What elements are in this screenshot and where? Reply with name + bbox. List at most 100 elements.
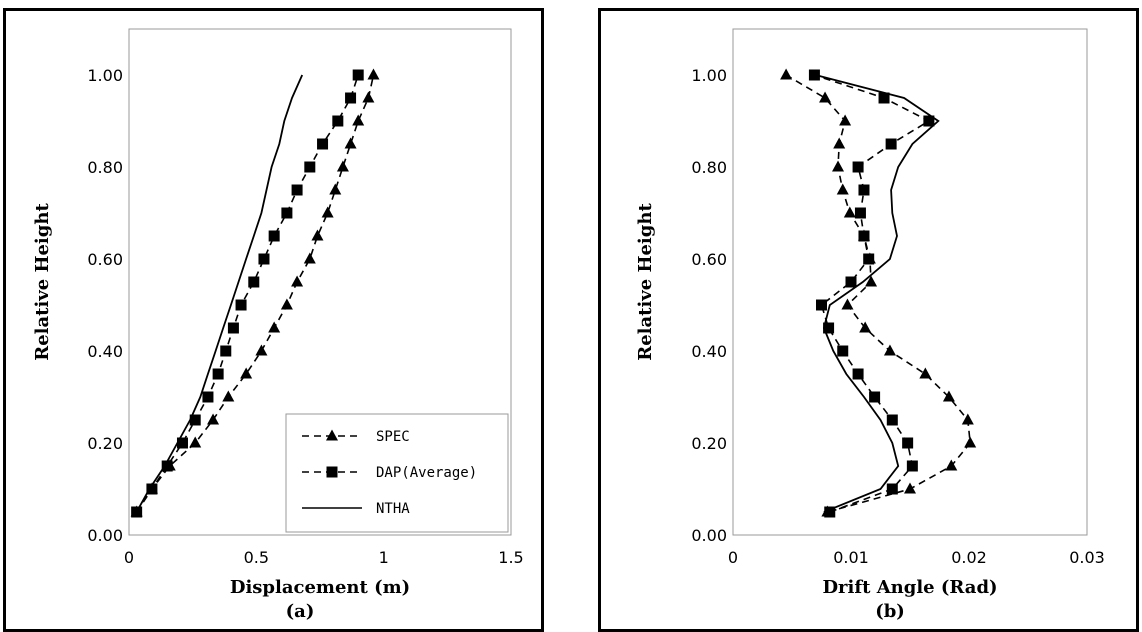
data-point	[303, 252, 316, 264]
legend-label: NTHA	[376, 501, 410, 517]
data-point	[352, 114, 365, 126]
data-point	[869, 391, 881, 403]
data-point	[780, 68, 793, 80]
data-point	[833, 137, 846, 149]
chart-panel-b: 0.00 0.20 0.40 0.60 0.80 1.00 0 0.01 0.02 0.03 Dri…	[598, 8, 1139, 632]
data-point	[858, 230, 870, 242]
series-spec	[780, 68, 977, 517]
data-point	[904, 482, 916, 494]
y-tick-label: 1.00	[87, 66, 123, 85]
y-tick-label: 0.20	[691, 434, 727, 453]
data-point	[255, 344, 268, 356]
series-line	[785, 74, 972, 513]
x-tick-label: 0.5	[244, 548, 269, 567]
data-point	[189, 414, 201, 426]
data-point	[902, 437, 914, 449]
legend-item: NTHA	[302, 501, 410, 517]
data-point	[883, 344, 896, 356]
data-point	[824, 506, 836, 518]
series-dap-average	[808, 69, 935, 518]
data-point	[859, 321, 872, 333]
data-point	[321, 206, 334, 218]
legend-item: DAP(Average)	[302, 465, 477, 481]
x-tick-label: 0.01	[833, 548, 869, 567]
data-point	[367, 68, 380, 80]
y-tick-label: 0.00	[87, 526, 123, 545]
series-ntha	[135, 74, 304, 513]
data-point	[281, 207, 293, 219]
data-point	[843, 206, 856, 218]
data-point	[837, 345, 849, 357]
series-ntha	[815, 74, 940, 513]
data-point	[345, 92, 357, 104]
x-tick-label: 1	[379, 548, 389, 567]
data-point	[317, 138, 329, 150]
y-tick-label: 0.40	[691, 342, 727, 361]
data-point	[248, 276, 260, 288]
data-point	[852, 161, 864, 173]
y-tick-label: 0.20	[87, 434, 123, 453]
data-point	[852, 368, 864, 380]
data-point	[961, 413, 974, 425]
data-point	[291, 184, 303, 196]
data-point	[258, 253, 270, 265]
data-point	[919, 367, 932, 379]
x-tick-label: 0.03	[1069, 548, 1105, 567]
legend: SPEC DAP(Average) NTHA	[285, 413, 509, 533]
series-spec	[130, 68, 380, 517]
panel-caption: (b)	[875, 601, 905, 622]
panel-caption: (a)	[286, 601, 315, 622]
data-point	[227, 322, 239, 334]
data-point	[220, 345, 232, 357]
data-point	[176, 437, 188, 449]
x-tick-label: 0	[728, 548, 738, 567]
data-point	[863, 253, 875, 265]
y-tick-label: 0.80	[87, 158, 123, 177]
data-point	[945, 459, 958, 471]
y-axis-title: Relative Height	[635, 203, 656, 361]
plot-area	[128, 28, 512, 536]
data-point	[832, 160, 845, 172]
data-point	[923, 115, 935, 127]
data-point	[878, 92, 890, 104]
y-tick-label: 0.00	[691, 526, 727, 545]
chart-b-svg: 0.00 0.20 0.40 0.60 0.80 1.00 0 0.01 0.02 0.03 Dri…	[635, 28, 1105, 622]
data-point	[819, 91, 832, 103]
y-tick-label: 0.60	[691, 250, 727, 269]
data-point	[336, 160, 349, 172]
plot-area	[732, 28, 1088, 536]
legend-label: SPEC	[376, 429, 410, 445]
x-tick-label: 1.5	[498, 548, 523, 567]
data-point	[222, 390, 235, 402]
data-point	[161, 460, 173, 472]
data-point	[332, 115, 344, 127]
data-point	[885, 138, 897, 150]
data-point	[280, 298, 293, 310]
data-point	[268, 321, 281, 333]
y-tick-label: 0.60	[87, 250, 123, 269]
data-point	[212, 368, 224, 380]
y-axis-title: Relative Height	[32, 203, 53, 361]
data-point	[964, 436, 977, 448]
data-point	[362, 91, 375, 103]
data-point	[235, 299, 247, 311]
x-tick-label: 0	[124, 548, 134, 567]
data-point	[841, 298, 854, 310]
legend-box	[285, 413, 509, 533]
data-point	[839, 114, 852, 126]
data-point	[240, 367, 253, 379]
data-point	[304, 161, 316, 173]
data-point	[352, 69, 364, 81]
data-point	[816, 299, 827, 311]
legend-marker	[326, 466, 338, 478]
data-point	[836, 183, 849, 195]
data-point	[146, 483, 158, 495]
data-point	[268, 230, 280, 242]
data-point	[202, 391, 214, 403]
chart-a-svg: 0.00 0.20 0.40 0.60 0.80 1.00 0 0.5 1 1.5 Displace…	[32, 28, 524, 622]
x-tick-label: 0.02	[951, 548, 987, 567]
data-point	[291, 275, 304, 287]
data-point	[189, 436, 202, 448]
data-point	[906, 460, 918, 472]
y-tick-label: 0.80	[691, 158, 727, 177]
